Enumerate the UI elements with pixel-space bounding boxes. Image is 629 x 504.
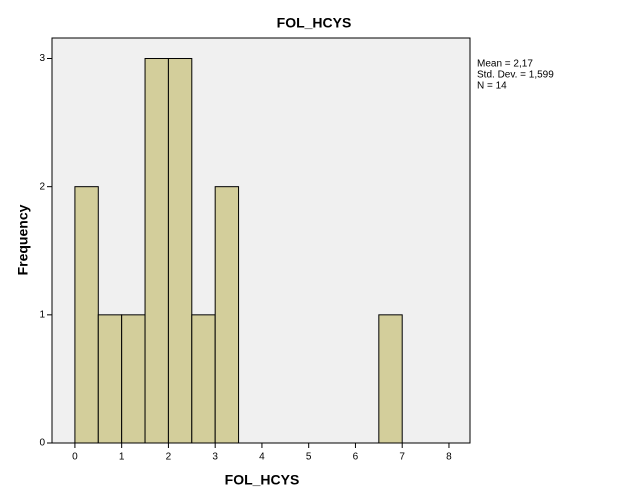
y-tick-label: 0 <box>39 438 45 449</box>
bar <box>214 186 240 444</box>
stats-annotation: Mean = 2,17 <box>477 59 533 70</box>
bar <box>378 314 403 444</box>
y-axis-label: Frequency <box>15 204 31 275</box>
bar <box>191 314 216 444</box>
stats-annotation: N = 14 <box>477 81 507 92</box>
x-tick-label: 0 <box>72 452 78 463</box>
x-tick-label: 6 <box>353 452 359 463</box>
bar <box>121 314 146 444</box>
x-tick-label: 4 <box>259 452 265 463</box>
chart-title: FOL_HCYS <box>277 15 352 31</box>
y-tick-label: 3 <box>39 53 45 64</box>
bar <box>74 186 99 444</box>
stats-annotation: Std. Dev. = 1,599 <box>477 70 554 81</box>
bar <box>144 58 169 444</box>
bar <box>167 58 193 444</box>
y-tick-label: 1 <box>39 309 45 320</box>
y-tick-label: 2 <box>39 181 45 192</box>
x-axis-label: FOL_HCYS <box>225 472 300 488</box>
x-tick-label: 2 <box>166 452 172 463</box>
x-tick-label: 7 <box>399 452 405 463</box>
x-tick-label: 5 <box>306 452 312 463</box>
bar <box>97 314 123 444</box>
x-tick-label: 8 <box>446 452 452 463</box>
x-tick-label: 3 <box>212 452 218 463</box>
x-tick-label: 1 <box>119 452 125 463</box>
